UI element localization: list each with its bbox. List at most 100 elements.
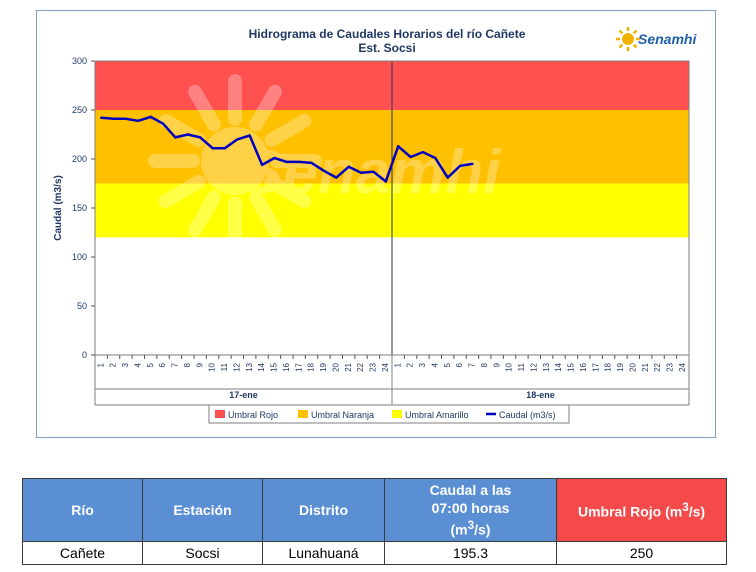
table-header-row: Río Estación Distrito Caudal a las 07:00… (22, 478, 727, 542)
data-point (421, 150, 425, 154)
data-point (471, 162, 474, 166)
logo-text: Senamhi (638, 31, 697, 47)
flow-summary-table: Río Estación Distrito Caudal a las 07:00… (22, 478, 727, 565)
x-tick-label: 6 (455, 362, 464, 367)
watermark-sun-ray (264, 175, 312, 208)
data-point (446, 176, 449, 179)
x-tick-label: 6 (158, 362, 167, 367)
legend-swatch-1 (298, 410, 308, 418)
x-tick-label: 23 (369, 362, 378, 371)
x-tick-label: 5 (443, 362, 452, 367)
header-caudal-unit-a: (m (450, 521, 468, 538)
legend-label-0: Umbral Rojo (228, 410, 278, 420)
senamhi-logo: Senamhi (616, 27, 697, 51)
data-point (396, 145, 400, 148)
cell-umbral-rojo: 250 (556, 541, 727, 565)
x-tick-label: 21 (344, 362, 353, 371)
x-tick-label: 1 (393, 362, 402, 367)
data-point (149, 115, 152, 119)
data-point (359, 171, 363, 174)
x-tick-label: 1 (96, 362, 105, 367)
data-point (112, 117, 115, 121)
legend-swatch-0 (215, 410, 225, 418)
legend-swatch-2 (392, 410, 402, 418)
data-point (434, 156, 437, 160)
header-umbral-exp: 3 (682, 501, 689, 515)
x-tick-label: 3 (418, 362, 427, 367)
x-tick-label: 23 (666, 362, 675, 371)
data-point (285, 160, 289, 164)
x-tick-label: 5 (146, 362, 155, 367)
x-tick-label: 8 (183, 362, 192, 367)
data-point (186, 133, 190, 136)
x-tick-label: 11 (517, 362, 526, 371)
chart-title: Hidrograma de Caudales Horarios del río … (249, 27, 526, 41)
header-estacion: Estación (142, 478, 263, 542)
x-tick-label: 20 (331, 362, 340, 371)
y-tick-label: 200 (72, 154, 87, 164)
x-tick-label: 14 (257, 362, 266, 371)
data-point (223, 147, 227, 150)
watermark-sun-ray (264, 114, 312, 147)
data-point (310, 161, 313, 165)
y-tick-label: 300 (72, 56, 87, 66)
x-tick-label: 22 (356, 362, 365, 371)
y-tick-label: 100 (72, 252, 87, 262)
header-rio: Río (22, 478, 143, 542)
data-point (248, 134, 251, 137)
watermark-sun-ray (249, 190, 282, 238)
x-tick-label: 8 (480, 362, 489, 367)
data-point (458, 164, 462, 168)
cell-caudal: 195.3 (384, 541, 557, 565)
x-tick-label: 13 (245, 362, 254, 371)
hydrograph-chart: Hidrograma de Caudales Horarios del río … (53, 27, 697, 424)
cell-estacion: Socsi (142, 541, 263, 565)
x-tick-label: 12 (529, 362, 538, 371)
x-tick-label: 17 (591, 362, 600, 371)
x-tick-label: 11 (220, 362, 229, 371)
data-point (384, 180, 388, 183)
y-tick-label: 0 (82, 350, 87, 360)
x-tick-label: 10 (208, 362, 217, 371)
watermark-sun-ray (249, 84, 282, 132)
header-caudal-line1: Caudal a las (429, 482, 512, 499)
data-point (322, 169, 326, 172)
x-tick-label: 20 (628, 362, 637, 371)
data-point (161, 122, 165, 125)
y-tick-label: 50 (77, 301, 87, 311)
data-point (347, 165, 350, 169)
data-point (211, 147, 214, 150)
logo-sun-ray (632, 29, 638, 35)
header-umbral-rojo: Umbral Rojo (m3/s) (556, 478, 727, 542)
data-point (236, 138, 239, 141)
x-tick-label: 22 (653, 362, 662, 371)
y-axis-label: Caudal (m3/s) (53, 175, 64, 241)
table-row: Cañete Socsi Lunahuaná 195.3 250 (22, 541, 727, 565)
chart-subtitle: Est. Socsi (358, 41, 415, 55)
x-tick-label: 4 (133, 362, 142, 367)
day-label: 17-ene (229, 390, 258, 400)
watermark: Senamhi (148, 74, 502, 248)
x-tick-label: 12 (232, 362, 241, 371)
x-tick-label: 16 (282, 362, 291, 371)
x-tick-label: 18 (307, 362, 316, 371)
data-point (372, 170, 375, 173)
data-point (409, 155, 412, 159)
data-point (273, 156, 276, 160)
watermark-sun-ray (188, 190, 221, 238)
legend-label-3: Caudal (m3/s) (499, 410, 556, 420)
x-tick-label: 15 (567, 362, 576, 371)
x-tick-label: 16 (579, 362, 588, 371)
x-tick-label: 17 (294, 362, 303, 371)
x-tick-label: 9 (195, 362, 204, 367)
cell-distrito: Lunahuaná (262, 541, 385, 565)
y-tick-label: 150 (72, 203, 87, 213)
x-tick-label: 13 (542, 362, 551, 371)
x-tick-label: 14 (554, 362, 563, 371)
logo-sun-ray (618, 29, 624, 35)
header-caudal-line2: 07:00 horas (431, 500, 510, 517)
logo-sun-ray (632, 43, 638, 49)
header-caudal: Caudal a las 07:00 horas (m3/s) (384, 478, 557, 542)
data-point (124, 117, 128, 121)
header-distrito: Distrito (262, 478, 385, 542)
